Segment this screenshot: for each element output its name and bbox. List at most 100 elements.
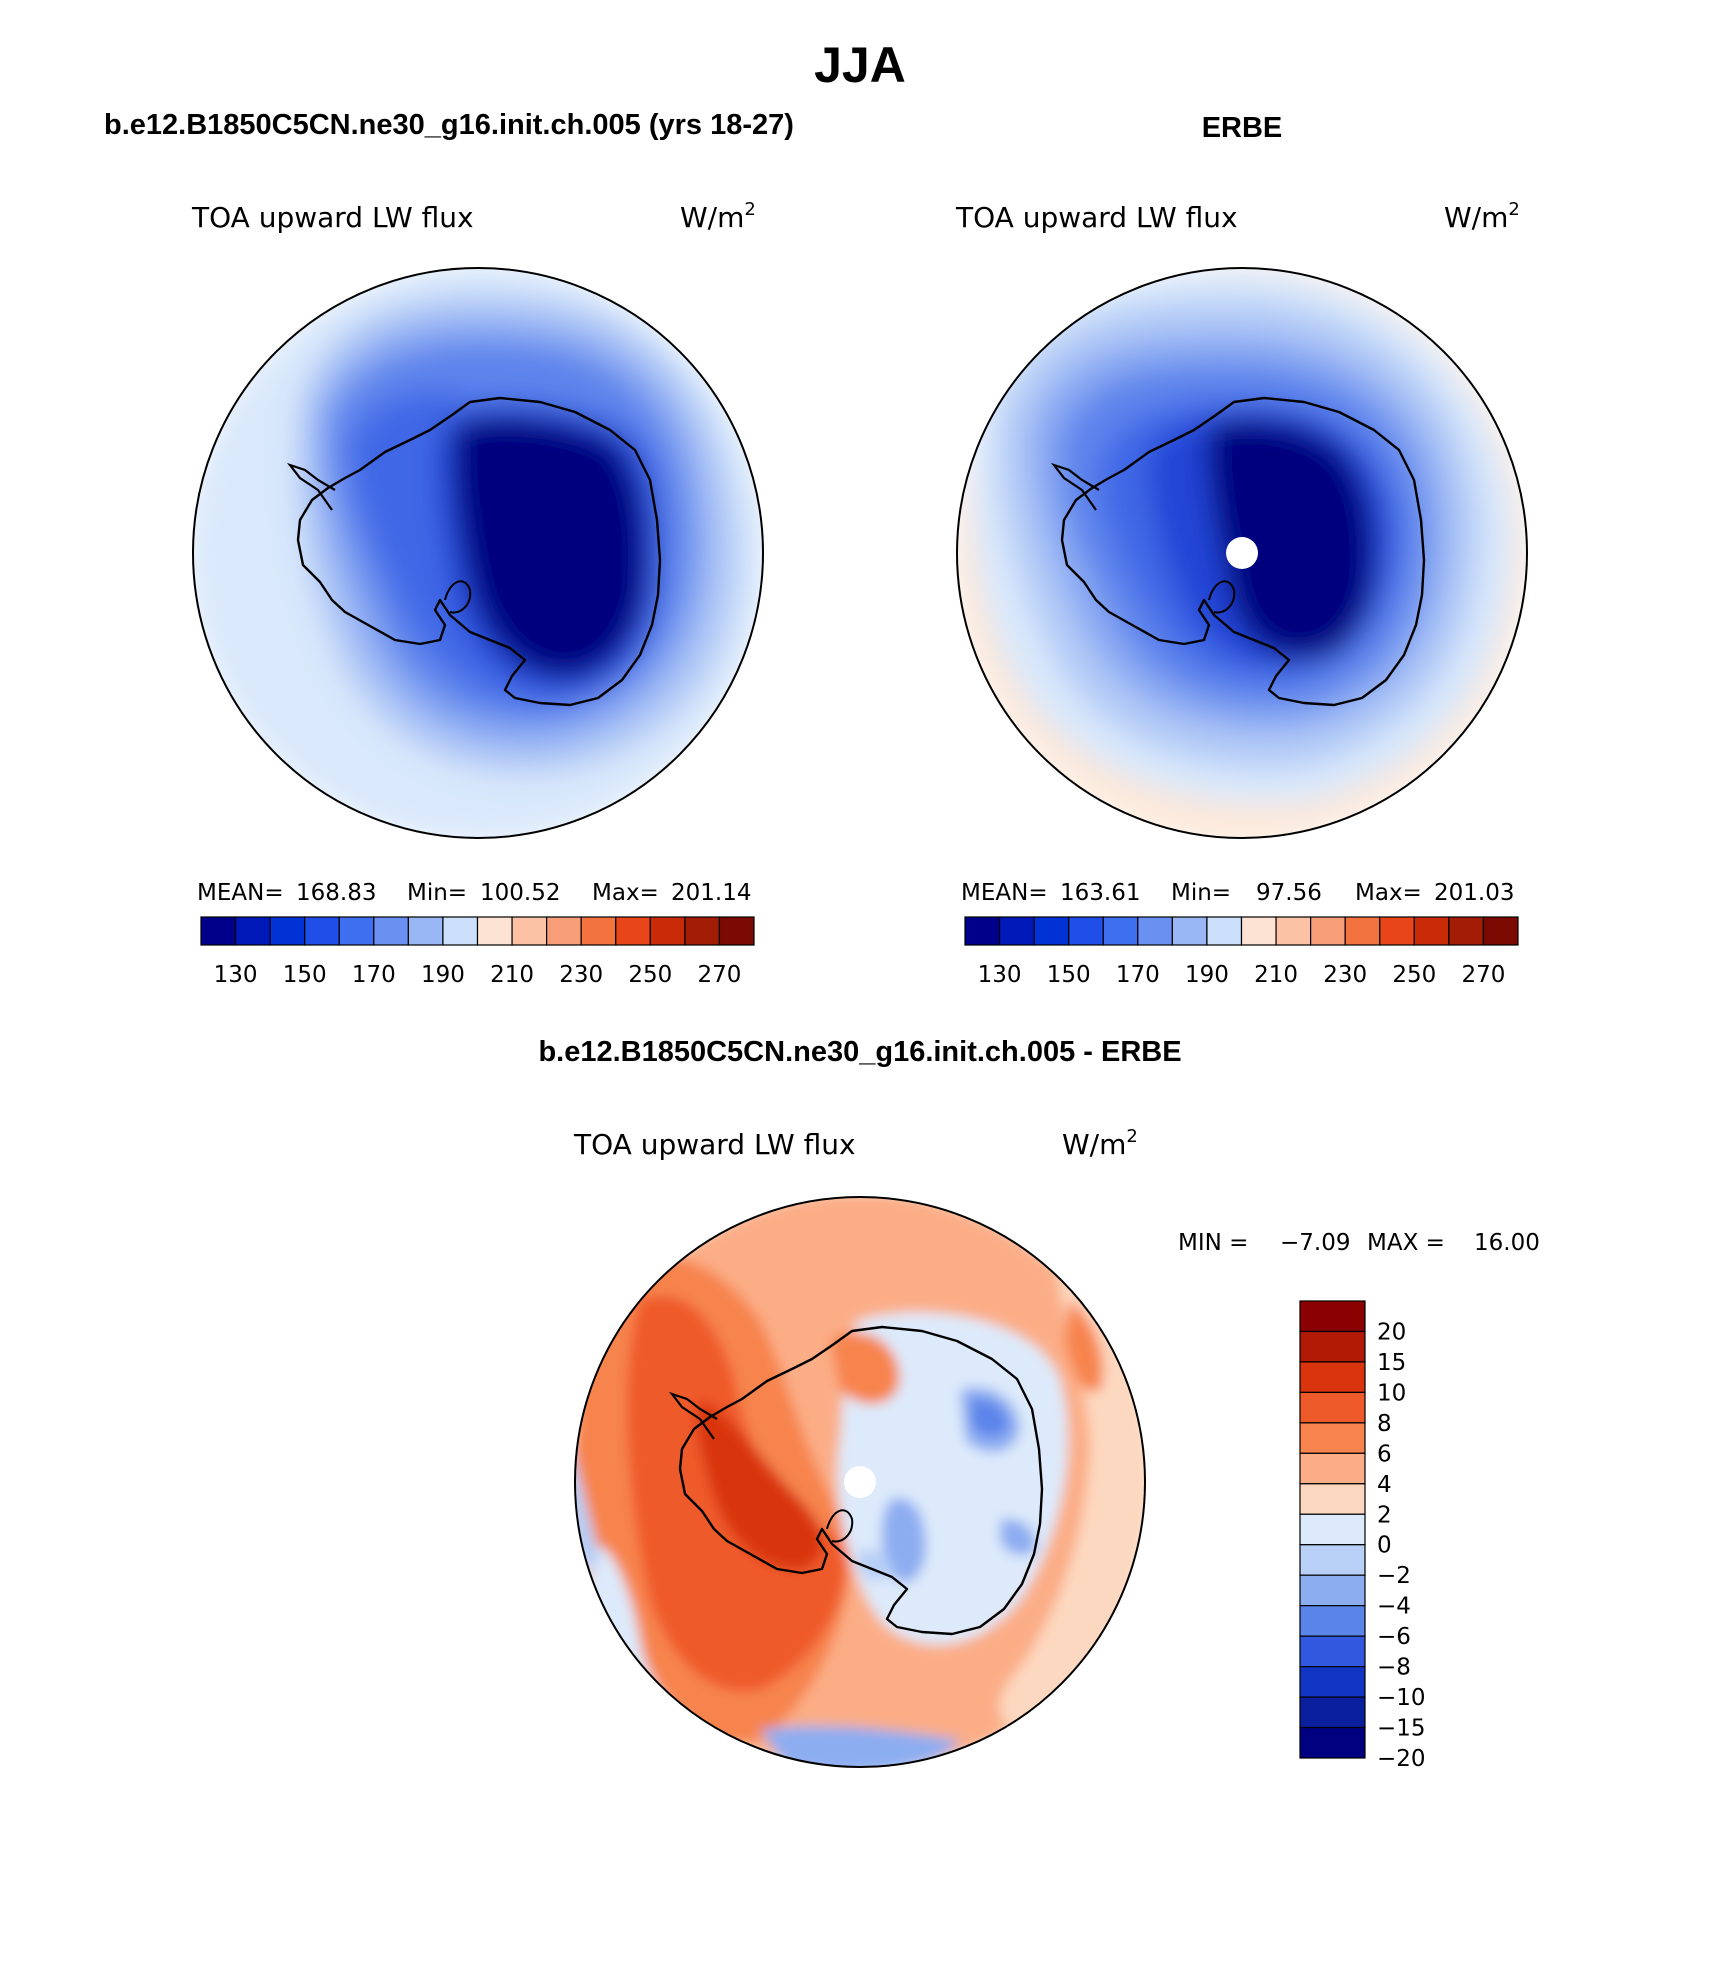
colorbar-box [1299,1422,1366,1454]
colorbar-box [1299,1300,1366,1333]
colorbar-tick-label: 190 [421,962,465,988]
colorbar-box [1299,1605,1366,1637]
colorbar-box [338,916,375,946]
obs-min-value: 97.56 [1256,880,1322,906]
panel-model-variable: TOA upward LW flux [191,201,474,234]
colorbar-tick-label: 20 [1377,1319,1406,1345]
obs-ross-ice-shelf [1208,580,1236,614]
obs-max-value: 201.03 [1434,880,1514,906]
colorbar-tick-label: 2 [1377,1502,1392,1528]
colorbar-tick-label: −15 [1377,1716,1426,1742]
diff-antarctic-peninsula [668,1391,718,1440]
panel-model-case-title: b.e12.B1850C5CN.ne30_g16.init.ch.005 (yr… [104,109,794,141]
colorbar-box [1299,1726,1366,1759]
diff-map-outline [574,1196,1146,1768]
model-min-label: Min= [407,880,467,906]
colorbar-tick-label: −8 [1377,1655,1411,1681]
colorbar-tick-label: 8 [1377,1411,1392,1437]
colorbar-box [269,916,306,946]
colorbar-box [373,916,409,946]
colorbar-box [718,916,755,946]
obs-antarctica-coastline [1060,396,1426,707]
obs-mean-value: 163.61 [1060,880,1140,906]
colorbar-tick-label: 210 [490,962,534,988]
obs-contour-level-8 [1207,418,1374,661]
diff-max-value: 16.00 [1474,1230,1540,1256]
colorbar-tick-label: 10 [1377,1380,1406,1406]
model-antarctica-coastline [296,396,662,707]
panel-obs-case-title: ERBE [1202,112,1283,144]
colorbar-box [580,916,617,946]
panel-model-stats: MEAN= 168.83 Min= 100.52 Max= 201.14 [197,880,751,906]
model-mean-label: MEAN= [197,880,284,906]
model-antarctic-peninsula [286,462,336,511]
colorbar-tick-label: 270 [697,962,741,988]
colorbar-tick-label: 170 [352,962,396,988]
figure-title: JJA [814,37,906,93]
panel-diff-stats: MIN = −7.09 MAX = 16.00 [1178,1230,1540,1256]
colorbar-tick-label: 230 [1323,962,1367,988]
model-mean-value: 168.83 [296,880,376,906]
panel-obs-map [956,267,1528,839]
model-contour-level-7 [453,416,647,679]
colorbar-tick-label: 130 [978,962,1022,988]
diff-missing-pole [844,1466,876,1498]
colorbar-box [511,916,548,946]
diff-field-west-peak [696,1400,823,1570]
colorbar-box [1206,916,1243,946]
colorbar-box [304,916,340,946]
model-min-value: 100.52 [480,880,560,906]
colorbar-tick-label: −4 [1377,1594,1411,1620]
colorbar-tick-label: 210 [1254,962,1298,988]
colorbar-box [546,916,582,946]
panel-model: b.e12.B1850C5CN.ne30_g16.init.ch.005 (yr… [104,109,794,988]
obs-mean-label: MEAN= [961,880,1048,906]
panel-model-map [192,267,764,839]
panel-diff-map [574,1196,1146,1768]
colorbar-tick-label: 250 [1392,962,1436,988]
diff-field-antarctic-coastal-warm [830,1332,900,1404]
colorbar-tick-label: −2 [1377,1563,1411,1589]
colorbar-tick-label: 15 [1377,1350,1406,1376]
colorbar-box [442,916,479,946]
obs-missing-pole [1226,537,1258,569]
panel-diff-variable: TOA upward LW flux [573,1128,856,1161]
colorbar-box [964,916,1001,946]
colorbar-box [684,916,721,946]
colorbar-tick-label: 0 [1377,1533,1392,1559]
obs-min-label: Min= [1171,880,1231,906]
diff-field-east-rim-hot [1065,1300,1104,1392]
panel-obs-units: W/m2 [1444,199,1520,234]
colorbar-tick-label: 150 [283,962,327,988]
model-ross-ice-shelf [444,580,472,614]
colorbar-box [1299,1696,1366,1729]
colorbar-tick-label: 4 [1377,1472,1392,1498]
colorbar-box [1448,916,1485,946]
colorbar-box [476,916,513,946]
colorbar-box [615,916,651,946]
panel-diff: b.e12.B1850C5CN.ne30_g16.init.ch.005 - E… [538,1036,1540,1772]
model-map-outline [192,267,764,839]
colorbar-tick-label: 150 [1047,962,1091,988]
colorbar-box [1299,1544,1366,1576]
colorbar-box [1299,1574,1366,1607]
colorbar-box [1299,1330,1366,1363]
panel-diff-case-title: b.e12.B1850C5CN.ne30_g16.init.ch.005 - E… [538,1036,1181,1068]
obs-map-outline [956,267,1528,839]
colorbar-tick-label: 190 [1185,962,1229,988]
colorbar-box [1275,916,1312,946]
colorbar-box [1299,1513,1366,1546]
colorbar-box [1299,1635,1366,1668]
colorbar-box [1310,916,1346,946]
diff-field-interior-cool-4 [1000,1519,1036,1556]
diff-max-label: MAX = [1367,1230,1445,1256]
colorbar-tick-label: 130 [214,962,258,988]
colorbar-box [1379,916,1415,946]
colorbar-box [1482,916,1519,946]
colorbar-box [998,916,1035,946]
diff-ross-ice-shelf [826,1509,854,1543]
colorbar-box [649,916,686,946]
diff-min-value: −7.09 [1280,1230,1350,1256]
colorbar-box [1299,1665,1366,1698]
